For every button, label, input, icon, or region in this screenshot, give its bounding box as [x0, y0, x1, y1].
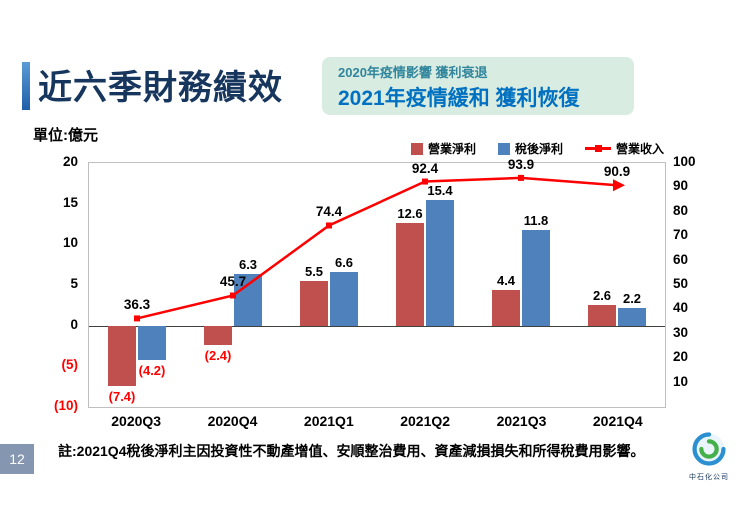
legend-label-operating-revenue: 營業收入	[615, 142, 664, 156]
after-tax-net-profit-bar	[138, 325, 166, 360]
footnote: 註:2021Q4稅後淨利主因投資性不動產增值、安順整治費用、資產減損損失和所得稅…	[58, 443, 645, 459]
right-axis-tick: 40	[673, 300, 689, 316]
page-title: 近六季財務績效	[38, 69, 283, 107]
left-axis-tick: 0	[70, 316, 78, 332]
legend-item-operating-net-profit: 營業淨利	[410, 140, 476, 157]
right-axis-tick: 50	[673, 276, 689, 291]
after-tax-net-profit-value-label: 6.3	[238, 257, 258, 273]
category-label: 2021Q2	[400, 413, 451, 429]
title-accent-bar	[22, 62, 30, 110]
operating-net-profit-bar	[300, 280, 328, 326]
operating-net-profit-bar	[204, 325, 232, 346]
category-label: 2021Q1	[303, 413, 354, 429]
operating-net-profit-bar	[396, 223, 424, 326]
left-axis-tick: 20	[62, 154, 78, 169]
after-tax-net-profit-bar	[618, 307, 646, 326]
company-logo-icon	[692, 432, 726, 466]
operating-net-profit-value-label: 5.5	[304, 263, 324, 279]
plot-area: (7.4) (2.4) 5.5 12.6 4.4 2.6 (4.2) 6.3 6.6 15.4 11…	[88, 157, 666, 408]
legend-label-operating-net-profit: 營業淨利	[427, 142, 476, 156]
company-logo-text: 中石化公司	[689, 474, 729, 481]
operating-net-profit-bar	[492, 289, 520, 326]
operating-revenue-value-label: 45.7	[219, 274, 247, 290]
right-axis-tick: 60	[673, 251, 689, 267]
after-tax-net-profit-bar	[426, 200, 454, 326]
revenue-line-layer	[134, 174, 625, 322]
right-axis-tick: 80	[673, 202, 689, 218]
legend-line-swatch	[584, 144, 611, 152]
after-tax-net-profit-value-label: 2.2	[622, 290, 642, 306]
operating-net-profit-value-label: (2.4)	[204, 348, 232, 364]
right-axis-tick: 70	[673, 227, 689, 243]
legend-item-after-tax-net-profit: 稅後淨利	[497, 140, 563, 157]
operating-net-profit-value-label: (7.4)	[108, 388, 136, 404]
legend: 營業淨利 稅後淨利 營業收入	[0, 140, 664, 157]
operating-revenue-value-label: 93.9	[507, 156, 535, 172]
legend-item-operating-revenue: 營業收入	[584, 140, 664, 157]
left-axis: 20 15 10 5 0 (5) (10)	[30, 154, 82, 413]
unit-label: 單位:億元	[33, 127, 98, 144]
page-number-tab: 12	[0, 444, 34, 474]
category-label: 2020Q4	[207, 413, 258, 429]
category-label: 2021Q4	[592, 413, 643, 429]
after-tax-net-profit-bar	[330, 271, 358, 326]
operating-net-profit-value-label: 12.6	[397, 206, 423, 222]
right-axis-tick: 90	[673, 178, 689, 194]
after-tax-net-profit-value-label: 11.8	[523, 212, 549, 228]
right-axis-tick: 100	[673, 154, 696, 169]
category-label: 2021Q3	[496, 413, 547, 429]
callout-line-2021: 2021年疫情緩和 獲利恢復	[338, 87, 580, 110]
category-axis: 2020Q3 2020Q4 2021Q1 2021Q2 2021Q3 2021Q4	[88, 413, 666, 429]
after-tax-net-profit-value-label: 15.4	[427, 183, 453, 199]
left-axis-tick: 15	[62, 194, 78, 210]
after-tax-net-profit-bar	[522, 229, 550, 326]
left-axis-tick: (10)	[53, 398, 78, 413]
legend-swatch-operating-net-profit	[410, 142, 423, 155]
left-axis-tick: (5)	[61, 357, 79, 373]
right-axis-tick: 10	[673, 373, 689, 389]
page-number: 12	[9, 451, 25, 467]
operating-revenue-value-label: 92.4	[411, 160, 439, 176]
operating-revenue-value-label: 36.3	[123, 297, 151, 313]
operating-net-profit-value-label: 4.4	[496, 272, 516, 288]
operating-net-profit-bar	[588, 304, 616, 326]
right-axis: 100 90 80 70 60 50 40 30 20 10	[673, 154, 717, 408]
operating-net-profit-value-label: 2.6	[592, 287, 612, 303]
after-tax-net-profit-value-label: 6.6	[334, 254, 354, 270]
right-axis-tick: 30	[673, 324, 689, 340]
zero-axis-line	[89, 325, 665, 327]
legend-label-after-tax-net-profit: 稅後淨利	[514, 142, 563, 156]
callout-box: 2020年疫情影響 獲利衰退 2021年疫情緩和 獲利恢復	[322, 57, 634, 115]
operating-net-profit-bar	[108, 325, 136, 386]
operating-revenue-value-label: 74.4	[315, 204, 343, 220]
company-logo: 中石化公司	[683, 432, 735, 482]
legend-swatch-after-tax-net-profit	[497, 142, 510, 155]
right-axis-tick: 20	[673, 349, 689, 365]
left-axis-tick: 5	[70, 276, 78, 291]
after-tax-net-profit-value-label: (4.2)	[138, 362, 166, 378]
after-tax-net-profit-bar	[234, 274, 262, 326]
legend-line-marker	[594, 144, 602, 152]
left-axis-tick: 10	[62, 235, 78, 251]
operating-revenue-value-label: 90.9	[603, 164, 631, 180]
category-label: 2020Q3	[111, 413, 162, 429]
callout-line-2020: 2020年疫情影響 獲利衰退	[338, 65, 488, 80]
